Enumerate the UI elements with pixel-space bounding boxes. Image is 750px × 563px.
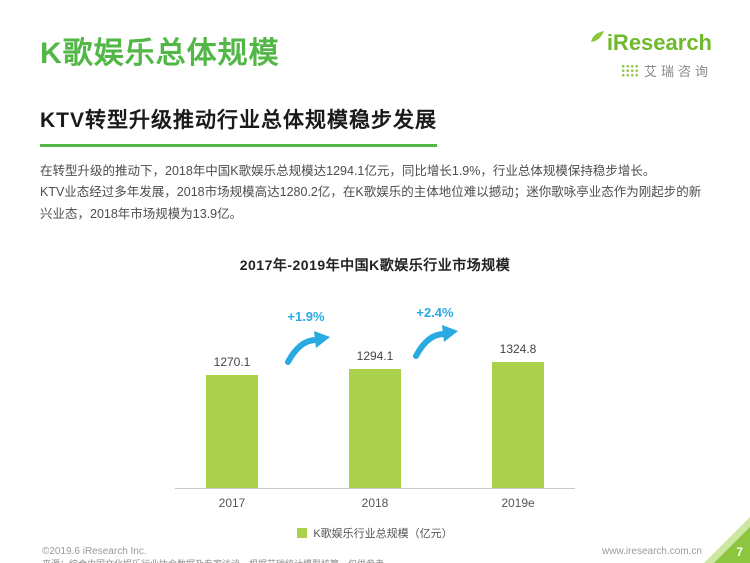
summary-text: 在转型升级的推动下，2018年中国K歌娱乐总规模达1294.1亿元，同比增长1.… (40, 161, 710, 225)
growth-label-2019e: +2.4% (416, 304, 454, 320)
logo-cn-row: 艾瑞咨询 (590, 61, 712, 80)
growth-label-2018: +1.9% (287, 308, 325, 324)
bar-2019e (492, 361, 544, 488)
corner-decoration (714, 527, 750, 563)
bar-value-label: 1294.1 (356, 348, 394, 363)
growth-arrow-icon (285, 330, 330, 365)
x-tick-2017: 2017 (218, 495, 246, 510)
bar-group-2019e: 1324.8 (473, 342, 563, 488)
page-subtitle: KTV转型升级推动行业总体规模稳步发展 (40, 104, 437, 147)
bar-value-label: 1324.8 (499, 341, 537, 356)
iresearch-logo: iResearch 艾瑞咨询 (590, 28, 712, 80)
chart-title: 2017年-2019年中国K歌娱乐行业市场规模 (239, 256, 511, 273)
bar-group-2017: 1270.1 (187, 355, 277, 488)
website-text: www.iresearch.com.cn (601, 546, 702, 557)
footnotes: 来源：综合中国文化娱乐行业协会数据及专家访谈，根据艾瑞统计模型核算，仅供参考。 … (42, 557, 708, 563)
x-tick-2018: 2018 (361, 495, 389, 510)
bar-value-label: 1270.1 (213, 354, 251, 369)
logo-brand: iResearch (606, 30, 712, 55)
logo-brand-row: iResearch (590, 30, 712, 55)
leaf-icon (590, 31, 604, 42)
page-number: 7 (736, 545, 743, 559)
bar-2017 (206, 374, 258, 488)
logo-brand-cn: 艾瑞咨询 (643, 64, 712, 79)
chart-legend: K歌娱乐行业总规模（亿元） (175, 525, 575, 541)
x-tick-2019e: 2019e (501, 495, 535, 510)
plot-area: 1270.1 1294.1 1324.8 (175, 307, 575, 489)
header: K歌娱乐总体规模 KTV转型升级推动行业总体规模稳步发展 iResearch 艾… (0, 0, 750, 147)
logo-dots-pattern (620, 64, 639, 77)
page-title: K歌娱乐总体规模 (40, 37, 280, 70)
legend-swatch (297, 527, 308, 538)
legend-label: K歌娱乐行业总规模（亿元） (313, 527, 453, 540)
growth-arrow-icon (413, 324, 458, 359)
title-block: K歌娱乐总体规模 KTV转型升级推动行业总体规模稳步发展 (40, 28, 437, 147)
summary-paragraph-2: KTV业态经过多年发展，2018市场规模高达1280.2亿，在K歌娱乐的主体地位… (40, 185, 702, 221)
bar-2018 (349, 368, 401, 488)
bar-group-2018: 1294.1 (330, 349, 420, 488)
bar-chart: +1.9% +2.4% 1270.1 1294.1 1324.8 (175, 304, 575, 541)
copyright-text: ©2019.6 iResearch Inc. (42, 546, 147, 557)
footer: ©2019.6 iResearch Inc. www.iresearch.com… (42, 546, 702, 557)
x-axis-labels: 2017 2018 2019e (175, 496, 575, 510)
source-note: 来源：综合中国文化娱乐行业协会数据及专家访谈，根据艾瑞统计模型核算，仅供参考。 (42, 557, 708, 563)
summary-paragraph-1: 在转型升级的推动下，2018年中国K歌娱乐总规模达1294.1亿元，同比增长1.… (40, 164, 656, 178)
